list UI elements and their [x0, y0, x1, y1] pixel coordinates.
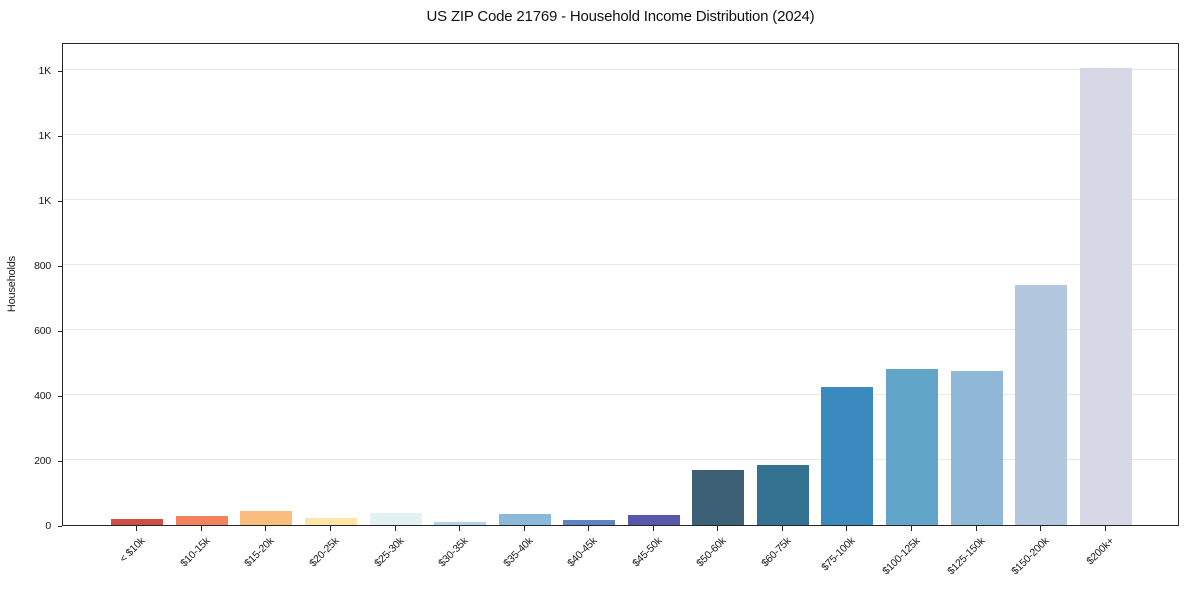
- bar-$40-45k: [563, 520, 616, 525]
- chart-title: US ZIP Code 21769 - Household Income Dis…: [426, 8, 815, 25]
- bar-$150-200k: [1015, 284, 1068, 525]
- bar-$50-60k: [692, 470, 745, 525]
- x-tick-mark: [717, 526, 719, 531]
- y-tick-mark: [58, 526, 62, 527]
- x-tick-mark: [1040, 526, 1042, 531]
- x-tick-mark: [1104, 526, 1106, 531]
- bar-$25-30k: [369, 513, 422, 525]
- x-tick-mark: [781, 526, 783, 531]
- y-tick-mark: [58, 135, 62, 137]
- x-tick-mark: [911, 526, 913, 531]
- y-tick-label: 400: [34, 389, 51, 402]
- y-tick-mark: [58, 265, 62, 267]
- x-tick-mark: [652, 526, 654, 531]
- bar-$20-25k: [304, 517, 357, 525]
- x-tick-mark: [329, 526, 331, 531]
- x-tick-mark: [975, 526, 977, 531]
- y-tick-mark: [58, 460, 62, 462]
- y-tick-label: 800: [34, 259, 51, 272]
- bar-$30-35k: [434, 522, 487, 525]
- gridline-600: [63, 328, 1178, 330]
- x-axis-ticks: < $10k $10-15k $15-20k $20-25k $25-30k $30-35…: [62, 526, 1179, 590]
- y-tick-label: 1K: [38, 194, 52, 207]
- gridline-1000: [63, 198, 1178, 200]
- gridline-400: [63, 393, 1178, 395]
- x-tick-mark: [846, 526, 848, 531]
- bar-$35-40k: [498, 513, 551, 525]
- bar-$125-150k: [950, 370, 1003, 525]
- gridline-1400: [63, 68, 1178, 70]
- y-tick-mark: [58, 330, 62, 332]
- y-tick-mark: [58, 70, 62, 72]
- bar-$15-20k: [240, 511, 293, 525]
- bar-$10-15k: [175, 516, 228, 525]
- y-tick-label: 600: [34, 324, 51, 337]
- bar-$60-75k: [756, 464, 809, 525]
- plot-area: [62, 43, 1179, 526]
- gridline-1200: [63, 133, 1178, 135]
- y-tick-label: 1K: [38, 129, 52, 142]
- x-tick-mark: [200, 526, 202, 531]
- y-tick-label: 200: [34, 454, 51, 467]
- gridline-200: [63, 458, 1178, 460]
- y-tick-label: 0: [45, 520, 51, 532]
- x-tick-mark: [459, 526, 461, 531]
- x-tick-mark: [588, 526, 590, 531]
- bar-$100-125k: [886, 368, 939, 525]
- x-tick-mark: [523, 526, 525, 531]
- y-tick-label: 1K: [38, 64, 52, 77]
- x-tick-mark: [394, 526, 396, 531]
- bar-$45-50k: [627, 514, 680, 525]
- bar-$75-100k: [821, 387, 874, 525]
- y-tick-mark: [58, 395, 62, 397]
- y-axis-ticks: 0 200 400 600 800 1K 1K 1K: [0, 43, 62, 532]
- x-tick-mark: [265, 526, 267, 531]
- x-tick-label: < $10k: [117, 535, 148, 566]
- gridline-800: [63, 263, 1178, 265]
- x-tick-mark: [136, 526, 138, 531]
- bar-< $10k: [111, 518, 164, 525]
- y-tick-mark: [58, 200, 62, 202]
- bar-$200k+: [1079, 67, 1132, 525]
